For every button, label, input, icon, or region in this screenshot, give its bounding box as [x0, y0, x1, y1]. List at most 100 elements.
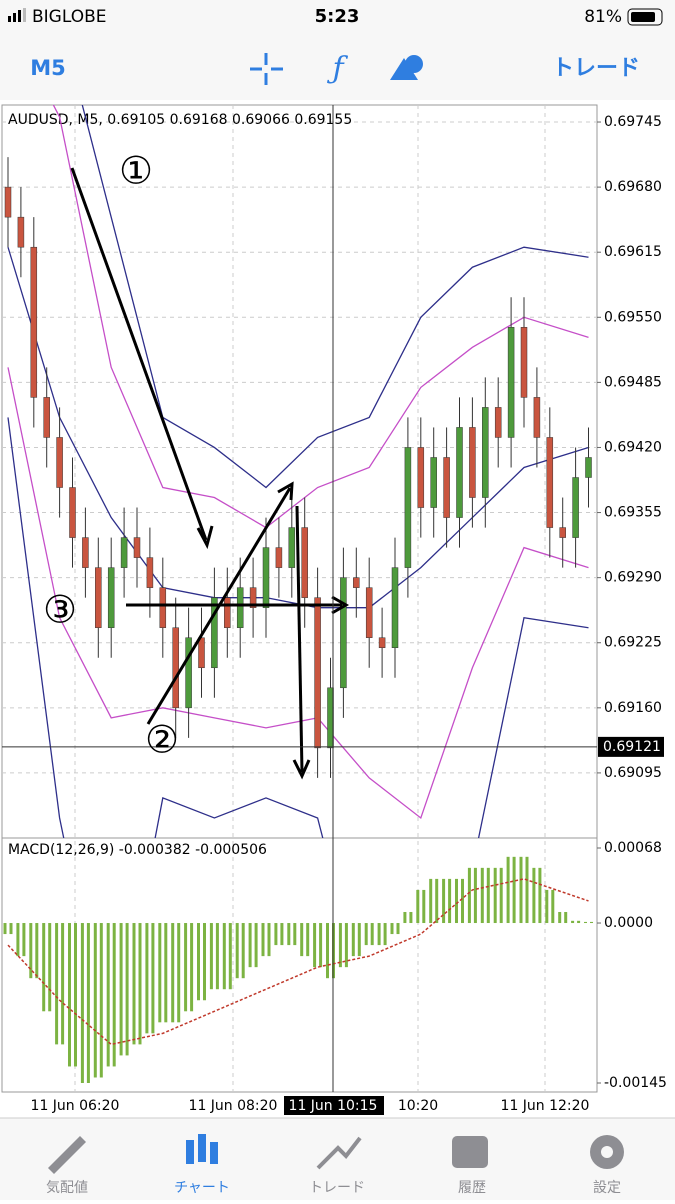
macd-bar	[190, 923, 194, 1012]
macd-bar	[197, 923, 200, 1001]
macd-bar	[357, 923, 361, 957]
macd-bar	[370, 923, 374, 946]
candle-body	[120, 537, 128, 568]
candle-body	[30, 246, 38, 398]
macd-bar	[55, 923, 59, 1045]
macd-bar	[467, 867, 471, 924]
carrier: BIGLOBE	[32, 7, 107, 27]
candle-body	[82, 537, 89, 568]
objects-button[interactable]	[390, 55, 423, 80]
tab-label[interactable]: トレード	[309, 1180, 365, 1196]
candle-body	[146, 557, 154, 588]
macd-bar	[61, 923, 65, 1045]
candle-body	[43, 397, 50, 438]
macd-bar	[300, 923, 304, 957]
macd-bar	[313, 923, 317, 968]
macd-bar	[486, 867, 490, 924]
macd-bar	[16, 923, 20, 957]
macd-bar	[577, 920, 581, 924]
macd-bar	[68, 923, 71, 1067]
time-label: 11 Jun 12:20	[501, 1098, 590, 1114]
candle-body	[417, 447, 425, 508]
macd-bar	[132, 923, 136, 1045]
chart-title: AUDUSD, M5, 0.69105 0.69168 0.69066 0.69…	[8, 112, 352, 128]
macd-bar	[171, 923, 175, 1023]
candle-body	[288, 527, 296, 568]
candle-body	[456, 427, 463, 518]
candle-body	[585, 457, 592, 478]
macd-bar	[261, 923, 265, 957]
band-line	[7, 417, 589, 838]
macd-bar	[525, 856, 529, 924]
macd-bar	[293, 923, 297, 946]
signal-icon	[8, 8, 26, 22]
y-tick-label: 0.69290	[604, 570, 662, 586]
macd-bar	[473, 867, 477, 924]
annotation: ②	[145, 718, 179, 762]
macd-bar	[429, 878, 433, 924]
macd-bar	[254, 923, 258, 968]
timeframe-button[interactable]: M5	[30, 56, 66, 80]
y-tick-label: 0.69160	[604, 700, 662, 716]
macd-bar	[319, 923, 323, 968]
tab-bar-bg	[0, 1118, 675, 1200]
candle-body	[353, 577, 360, 588]
candle-body	[133, 537, 141, 558]
y-tick-label: 0.69485	[604, 374, 662, 390]
candle-body	[494, 407, 502, 438]
macd-bar	[29, 923, 33, 979]
trade-button[interactable]: トレード	[552, 56, 640, 81]
macd-bar	[164, 923, 168, 1023]
candle-body	[430, 457, 437, 508]
crosshair-button[interactable]	[250, 53, 283, 85]
current-price-label: 0.69121	[603, 739, 661, 755]
band-line	[7, 367, 589, 820]
candle-body	[185, 637, 192, 709]
macd-bar	[448, 878, 452, 924]
macd-bar	[42, 923, 46, 1012]
time-label: 11 Jun 10:15	[289, 1098, 378, 1114]
macd-bar	[564, 911, 568, 924]
macd-bar	[145, 923, 149, 1034]
candle-body	[469, 427, 476, 498]
macd-bar	[151, 923, 155, 1034]
time-label: 10:20	[398, 1098, 438, 1114]
tab-label[interactable]: チャート	[174, 1180, 230, 1196]
macd-bar	[74, 923, 77, 1067]
tabs: 気配値 チャート トレード 履歴 設定	[46, 1180, 621, 1196]
macd-bar	[80, 923, 84, 1083]
candle-body	[198, 637, 205, 669]
macd-bar	[93, 923, 97, 1078]
y-tick-label: 0.69355	[604, 505, 662, 521]
macd-bar	[403, 911, 407, 924]
battery-percent: 81%	[584, 7, 622, 27]
candle-body	[301, 527, 308, 598]
tab-label[interactable]: 設定	[593, 1180, 621, 1196]
candle-body	[107, 567, 115, 628]
macd-bar	[338, 923, 342, 968]
macd-bar	[532, 867, 536, 924]
candle-body	[533, 397, 541, 438]
tab-label[interactable]: 気配値	[46, 1180, 88, 1196]
candle-body	[17, 216, 25, 248]
macd-bar	[584, 921, 587, 924]
macd-bar	[267, 923, 271, 957]
candle-body	[404, 447, 412, 568]
macd-tick-label: 0.00068	[604, 840, 662, 856]
macd-bar	[228, 923, 232, 990]
indicator-button[interactable]: ƒ	[326, 51, 348, 86]
tab-label[interactable]: 履歴	[458, 1180, 486, 1196]
macd-bar	[306, 923, 310, 957]
candle-body	[340, 577, 347, 689]
candle-body	[572, 477, 579, 538]
macd-bar	[506, 856, 510, 924]
macd-bar	[158, 923, 162, 1023]
time-label: 11 Jun 08:20	[189, 1098, 278, 1114]
candle-body	[159, 587, 167, 628]
macd-bar	[519, 856, 523, 924]
macd-bar	[86, 923, 90, 1083]
candle-body	[314, 597, 321, 749]
macd-bar	[177, 923, 181, 1023]
battery-icon	[627, 8, 663, 26]
macd-bar	[455, 878, 458, 924]
